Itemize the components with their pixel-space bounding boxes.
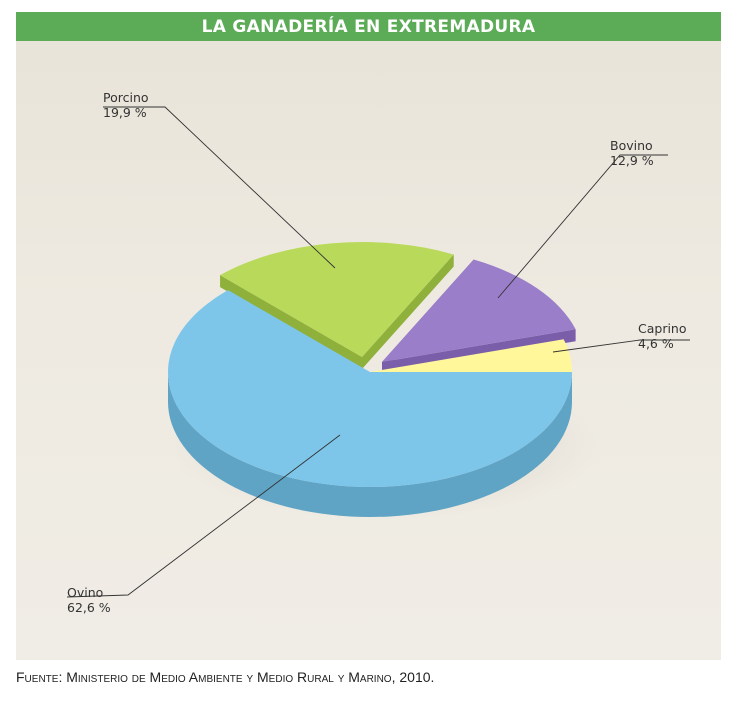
leader-lines (66, 106, 690, 598)
slice-label-porcino: Porcino (103, 90, 149, 105)
slice-value-porcino: 19,9 % (103, 105, 147, 120)
chart-title: LA GANADERÍA EN EXTREMADURA (201, 16, 536, 37)
slice-label-caprino: Caprino (638, 321, 687, 336)
slice-label-bovino: Bovino (610, 138, 653, 153)
slice-value-bovino: 12,9 % (610, 153, 654, 168)
pie-wall-porcino (362, 254, 454, 369)
source-note: Fuente: Ministerio de Medio Ambiente y M… (16, 669, 435, 685)
pie-wall2-porcino (220, 275, 362, 369)
slice-value-ovino: 62,6 % (67, 600, 111, 615)
pie-slice-ovino (168, 290, 572, 487)
slice-label-ovino: Ovino (67, 585, 103, 600)
leader-line-bovino (497, 154, 668, 299)
pie-slice-caprino (370, 339, 572, 372)
leader-line-porcino (103, 106, 336, 269)
leader-line-caprino (552, 339, 690, 353)
pie-slice-bovino (382, 259, 576, 362)
slice-value-caprino: 4,6 % (638, 336, 674, 351)
pie-tops (168, 241, 576, 487)
leader-line-ovino (66, 434, 341, 598)
pie-side-ovino (168, 372, 572, 517)
title-bar: LA GANADERÍA EN EXTREMADURA (16, 12, 721, 41)
pie-slice-porcino (220, 241, 454, 357)
